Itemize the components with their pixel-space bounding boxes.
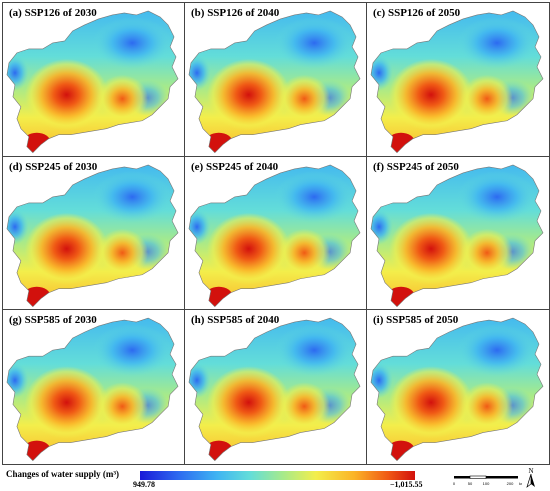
map-panel-e: (e) SSP245 of 2040 [185,156,367,311]
panel-title: (a) SSP126 of 2030 [9,7,97,19]
scale-unit: km [519,481,522,486]
map-panel-i: (i) SSP585 of 2050 [367,310,549,464]
north-arrow-icon: N [526,467,535,488]
region-map [188,10,361,154]
legend-title: Changes of water supply (m³) [6,469,120,479]
scale-tick: 100 [483,481,490,486]
region-map [370,10,544,154]
map-panel-g: (g) SSP585 of 2030 [3,310,185,464]
map-panel-grid: (a) SSP126 of 2030 (b) SSP126 of 2040 (c… [2,2,550,465]
panel-title: (c) SSP126 of 2050 [373,7,461,19]
scale-bar: 0 50 100 200 km [453,475,522,486]
panel-title: (i) SSP585 of 2050 [373,314,459,327]
region-map [370,318,544,462]
region-map [6,10,179,154]
legend-color-ramp [140,471,415,480]
panel-title: (e) SSP245 of 2040 [191,160,279,173]
map-panel-a: (a) SSP126 of 2030 [3,3,185,157]
scale-tick: 200 [507,481,514,486]
map-panel-d: (d) SSP245 of 2030 [3,156,185,311]
panel-title: (d) SSP245 of 2030 [9,160,98,173]
panel-title: (b) SSP126 of 2040 [191,7,280,19]
region-map [188,164,361,307]
map-panel-f: (f) SSP245 of 2050 [367,156,549,311]
panel-title: (g) SSP585 of 2030 [9,314,97,327]
legend-min-label: 949.78 [133,480,155,489]
map-panel-b: (b) SSP126 of 2040 [185,3,367,157]
map-panel-c: (c) SSP126 of 2050 [367,3,549,157]
region-map [6,318,179,462]
panel-title: (f) SSP245 of 2050 [373,160,459,173]
region-map [6,164,179,307]
scale-tick: 50 [468,481,473,486]
panel-title: (h) SSP585 of 2040 [191,314,280,327]
scale-tick: 0 [453,481,456,486]
legend-max-label: −1,015.55 [390,480,423,489]
north-label: N [528,467,533,475]
map-panel-h: (h) SSP585 of 2040 [185,310,367,464]
map-legend: Changes of water supply (m³) 949.78 −1,0… [0,465,550,491]
region-map [370,164,544,307]
region-map [188,318,361,462]
